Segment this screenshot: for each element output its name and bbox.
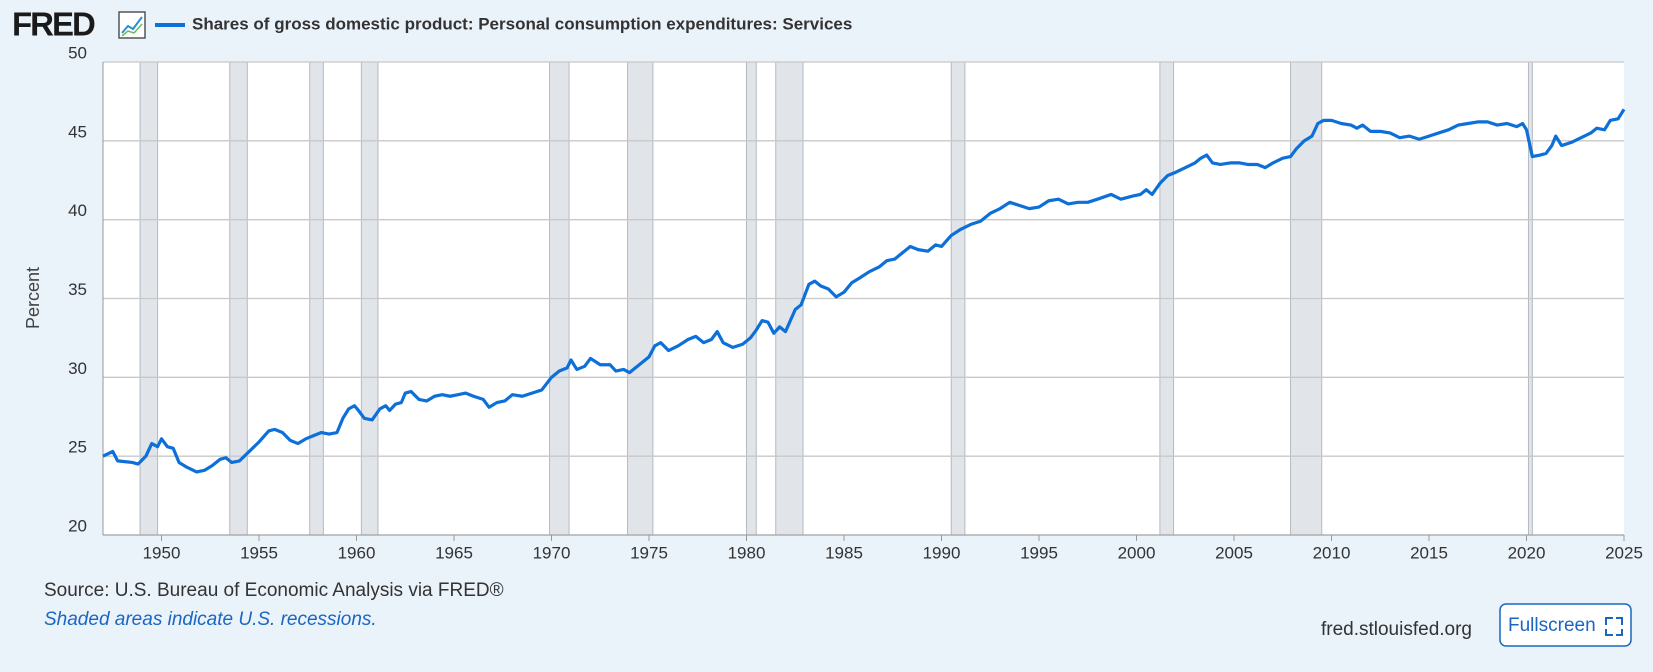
x-tick-label: 1990	[923, 543, 961, 562]
y-tick-label: 45	[68, 122, 87, 141]
x-tick-label: 2010	[1313, 543, 1351, 562]
series-line	[102, 108, 1626, 474]
x-tick-label: 1960	[338, 543, 376, 562]
y-tick-label: 25	[68, 438, 87, 457]
y-axis-label: Percent	[23, 267, 43, 329]
y-tick-label: 30	[68, 359, 87, 378]
button-icon[interactable]	[1605, 617, 1623, 636]
x-tick-label: 1995	[1020, 543, 1058, 562]
plot-area	[102, 61, 1626, 541]
logo: FRED	[12, 6, 95, 43]
x-tick-label: 1980	[728, 543, 766, 562]
source: Source: U.S. Bureau of Economic Analysis…	[44, 580, 504, 601]
site-url: fred.stlouisfed.org	[1321, 619, 1472, 640]
x-tick-label: 1965	[435, 543, 473, 562]
logo-icon	[118, 11, 146, 39]
x-tick-label: 2025	[1605, 543, 1643, 562]
button-frame[interactable]	[1499, 603, 1632, 647]
x-tick-label: 1975	[630, 543, 668, 562]
y-tick-label: 40	[68, 201, 87, 220]
fullscreen-button[interactable]: Fullscreen	[1499, 603, 1632, 647]
button-label[interactable]: Fullscreen	[1508, 615, 1596, 636]
x-tick-label: 2015	[1410, 543, 1448, 562]
x-tick-label: 2005	[1215, 543, 1253, 562]
x-tick-label: 1955	[240, 543, 278, 562]
y-tick-label: 20	[68, 516, 87, 535]
x-tick-label: 1970	[533, 543, 571, 562]
legend-label: Shares of gross domestic product: Person…	[192, 14, 852, 33]
recession-note: Shaded areas indicate U.S. recessions.	[44, 609, 377, 630]
y-tick-label: 35	[68, 280, 87, 299]
x-tick-label: 1985	[825, 543, 863, 562]
x-tick-label: 1950	[143, 543, 181, 562]
y-tick-label: 50	[68, 43, 87, 62]
x-tick-label: 2000	[1118, 543, 1156, 562]
x-tick-label: 2020	[1508, 543, 1546, 562]
